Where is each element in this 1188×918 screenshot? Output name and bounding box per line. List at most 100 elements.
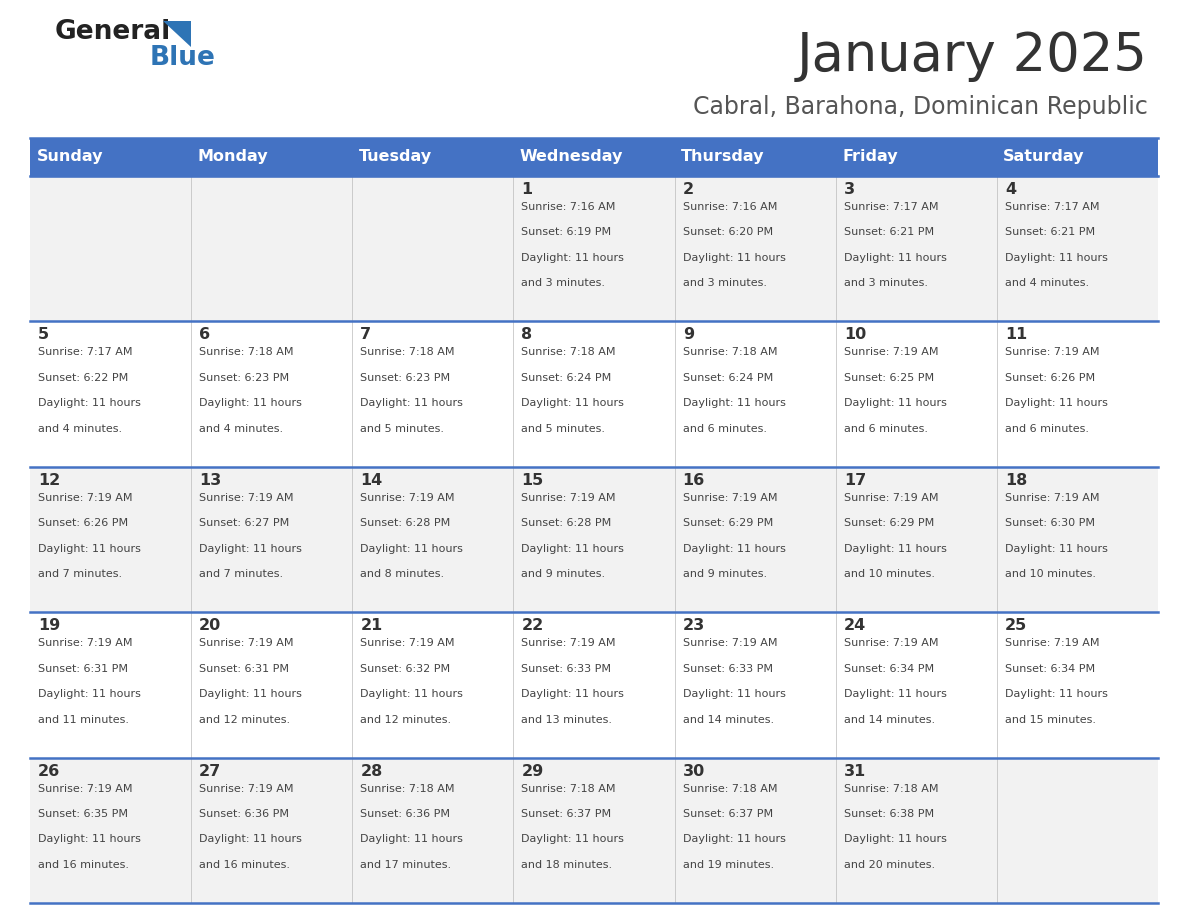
Text: Sunrise: 7:18 AM: Sunrise: 7:18 AM — [683, 347, 777, 357]
Text: Sunset: 6:34 PM: Sunset: 6:34 PM — [1005, 664, 1095, 674]
Text: and 19 minutes.: and 19 minutes. — [683, 860, 773, 870]
Text: Daylight: 11 hours: Daylight: 11 hours — [843, 834, 947, 845]
Text: Sunrise: 7:19 AM: Sunrise: 7:19 AM — [38, 493, 133, 503]
Text: and 6 minutes.: and 6 minutes. — [843, 424, 928, 433]
Text: Sunrise: 7:19 AM: Sunrise: 7:19 AM — [522, 638, 617, 648]
Text: Sunrise: 7:18 AM: Sunrise: 7:18 AM — [683, 784, 777, 793]
Polygon shape — [163, 21, 191, 47]
Text: and 7 minutes.: and 7 minutes. — [200, 569, 283, 579]
Text: Sunrise: 7:19 AM: Sunrise: 7:19 AM — [200, 784, 293, 793]
Text: 4: 4 — [1005, 182, 1016, 197]
Text: and 14 minutes.: and 14 minutes. — [843, 714, 935, 724]
Text: 8: 8 — [522, 328, 532, 342]
Text: Daylight: 11 hours: Daylight: 11 hours — [200, 834, 302, 845]
Text: 17: 17 — [843, 473, 866, 487]
Text: and 7 minutes.: and 7 minutes. — [38, 569, 122, 579]
Text: Sunset: 6:24 PM: Sunset: 6:24 PM — [683, 373, 773, 383]
Bar — [30, 757, 1158, 903]
Text: Sunrise: 7:19 AM: Sunrise: 7:19 AM — [38, 784, 133, 793]
Text: Daylight: 11 hours: Daylight: 11 hours — [360, 834, 463, 845]
Text: Daylight: 11 hours: Daylight: 11 hours — [38, 543, 141, 554]
Text: Daylight: 11 hours: Daylight: 11 hours — [843, 689, 947, 700]
Text: Sunset: 6:21 PM: Sunset: 6:21 PM — [843, 228, 934, 238]
Bar — [30, 321, 1158, 466]
Text: and 12 minutes.: and 12 minutes. — [200, 714, 290, 724]
Text: and 3 minutes.: and 3 minutes. — [522, 278, 606, 288]
Text: Wednesday: Wednesday — [520, 150, 624, 164]
Text: Cabral, Barahona, Dominican Republic: Cabral, Barahona, Dominican Republic — [693, 95, 1148, 119]
Text: Daylight: 11 hours: Daylight: 11 hours — [522, 689, 625, 700]
Text: 26: 26 — [38, 764, 61, 778]
Text: Sunset: 6:31 PM: Sunset: 6:31 PM — [200, 664, 289, 674]
Text: and 14 minutes.: and 14 minutes. — [683, 714, 773, 724]
Text: 25: 25 — [1005, 618, 1028, 633]
Text: 18: 18 — [1005, 473, 1028, 487]
Text: 28: 28 — [360, 764, 383, 778]
Text: Daylight: 11 hours: Daylight: 11 hours — [360, 689, 463, 700]
Text: 19: 19 — [38, 618, 61, 633]
Text: Daylight: 11 hours: Daylight: 11 hours — [38, 834, 141, 845]
Text: 11: 11 — [1005, 328, 1028, 342]
Text: Sunset: 6:26 PM: Sunset: 6:26 PM — [38, 519, 128, 528]
Text: Daylight: 11 hours: Daylight: 11 hours — [1005, 398, 1107, 409]
Text: and 16 minutes.: and 16 minutes. — [38, 860, 129, 870]
Text: Sunrise: 7:19 AM: Sunrise: 7:19 AM — [200, 638, 293, 648]
Bar — [30, 612, 1158, 757]
Text: 3: 3 — [843, 182, 855, 197]
Text: 24: 24 — [843, 618, 866, 633]
Text: 5: 5 — [38, 328, 49, 342]
Text: Sunset: 6:27 PM: Sunset: 6:27 PM — [200, 519, 290, 528]
Text: Daylight: 11 hours: Daylight: 11 hours — [38, 689, 141, 700]
Text: Saturday: Saturday — [1004, 150, 1085, 164]
Text: Daylight: 11 hours: Daylight: 11 hours — [200, 398, 302, 409]
Text: Sunrise: 7:17 AM: Sunrise: 7:17 AM — [843, 202, 939, 212]
Text: 13: 13 — [200, 473, 221, 487]
Text: and 13 minutes.: and 13 minutes. — [522, 714, 613, 724]
Text: Sunset: 6:35 PM: Sunset: 6:35 PM — [38, 809, 128, 819]
Text: and 3 minutes.: and 3 minutes. — [683, 278, 766, 288]
Text: and 4 minutes.: and 4 minutes. — [1005, 278, 1089, 288]
Text: 31: 31 — [843, 764, 866, 778]
Text: Sunset: 6:28 PM: Sunset: 6:28 PM — [522, 519, 612, 528]
Text: and 10 minutes.: and 10 minutes. — [843, 569, 935, 579]
Text: General: General — [55, 19, 171, 45]
Text: Sunset: 6:33 PM: Sunset: 6:33 PM — [683, 664, 772, 674]
Text: Blue: Blue — [150, 45, 216, 71]
Text: and 6 minutes.: and 6 minutes. — [683, 424, 766, 433]
Text: Sunset: 6:36 PM: Sunset: 6:36 PM — [200, 809, 289, 819]
Text: 15: 15 — [522, 473, 544, 487]
Text: and 3 minutes.: and 3 minutes. — [843, 278, 928, 288]
Text: Sunset: 6:29 PM: Sunset: 6:29 PM — [683, 519, 773, 528]
Text: Friday: Friday — [842, 150, 898, 164]
Text: and 4 minutes.: and 4 minutes. — [38, 424, 122, 433]
Text: and 18 minutes.: and 18 minutes. — [522, 860, 613, 870]
Text: Sunset: 6:22 PM: Sunset: 6:22 PM — [38, 373, 128, 383]
Text: and 9 minutes.: and 9 minutes. — [683, 569, 766, 579]
Text: Daylight: 11 hours: Daylight: 11 hours — [38, 398, 141, 409]
Text: Sunrise: 7:19 AM: Sunrise: 7:19 AM — [1005, 347, 1099, 357]
Text: 22: 22 — [522, 618, 544, 633]
Text: Sunset: 6:37 PM: Sunset: 6:37 PM — [683, 809, 772, 819]
Text: Sunrise: 7:18 AM: Sunrise: 7:18 AM — [843, 784, 939, 793]
Text: Sunset: 6:26 PM: Sunset: 6:26 PM — [1005, 373, 1095, 383]
Text: 30: 30 — [683, 764, 704, 778]
Text: Sunrise: 7:18 AM: Sunrise: 7:18 AM — [522, 347, 617, 357]
Text: Sunrise: 7:18 AM: Sunrise: 7:18 AM — [360, 784, 455, 793]
Text: and 15 minutes.: and 15 minutes. — [1005, 714, 1095, 724]
Text: Sunrise: 7:19 AM: Sunrise: 7:19 AM — [360, 638, 455, 648]
Text: Daylight: 11 hours: Daylight: 11 hours — [522, 834, 625, 845]
Text: Daylight: 11 hours: Daylight: 11 hours — [843, 398, 947, 409]
Text: Sunrise: 7:18 AM: Sunrise: 7:18 AM — [360, 347, 455, 357]
Text: Daylight: 11 hours: Daylight: 11 hours — [360, 398, 463, 409]
Text: Sunrise: 7:19 AM: Sunrise: 7:19 AM — [38, 638, 133, 648]
Text: Sunrise: 7:19 AM: Sunrise: 7:19 AM — [200, 493, 293, 503]
Text: Daylight: 11 hours: Daylight: 11 hours — [683, 398, 785, 409]
Text: January 2025: January 2025 — [797, 30, 1148, 82]
Text: 9: 9 — [683, 328, 694, 342]
Text: 6: 6 — [200, 328, 210, 342]
Text: 20: 20 — [200, 618, 221, 633]
Text: Daylight: 11 hours: Daylight: 11 hours — [683, 689, 785, 700]
Text: and 11 minutes.: and 11 minutes. — [38, 714, 129, 724]
Text: Sunset: 6:30 PM: Sunset: 6:30 PM — [1005, 519, 1095, 528]
Text: Sunrise: 7:16 AM: Sunrise: 7:16 AM — [683, 202, 777, 212]
